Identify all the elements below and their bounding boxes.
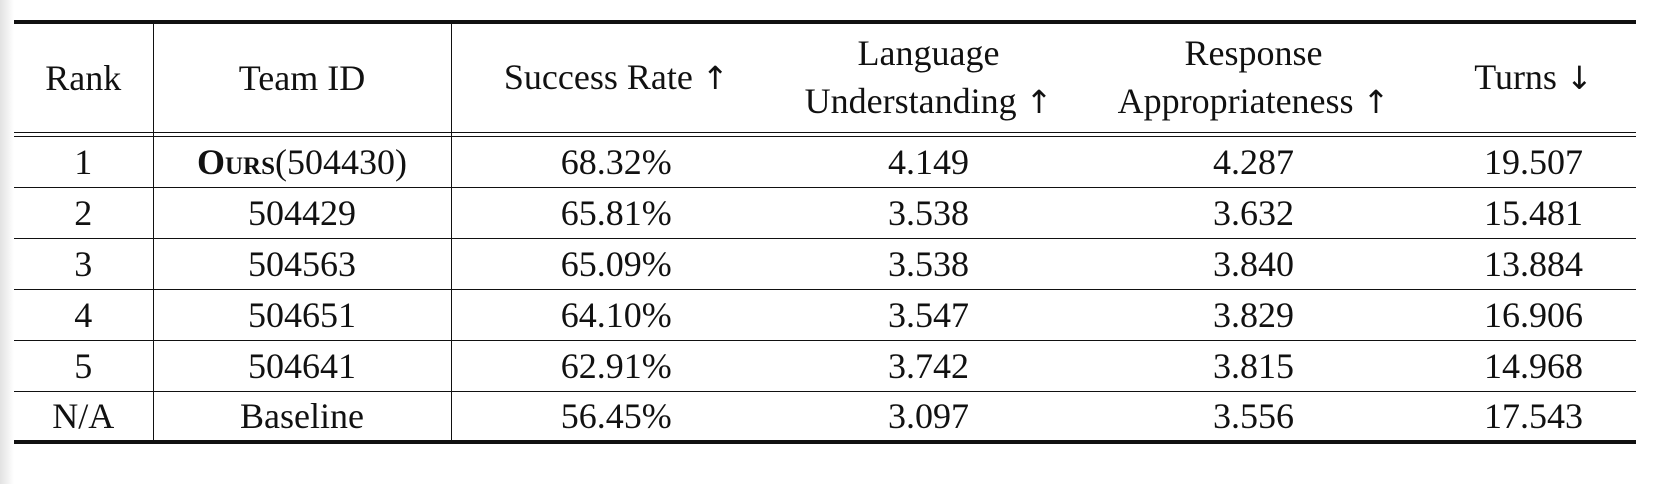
cell-language-understanding: 3.547 (781, 289, 1076, 341)
cell-rank: 4 (14, 289, 153, 341)
cell-success-rate: 65.81% (450, 187, 781, 239)
cell-team-id: 504563 (152, 238, 451, 290)
cell-team-id: Baseline (152, 391, 451, 444)
header-language-understanding-line1: Language (857, 33, 1000, 74)
page-edge-shadow (0, 0, 14, 484)
table-body: 1 Ours(504430) 68.32% 4.149 4.287 19.507… (14, 136, 1636, 444)
rule-cell (781, 132, 1076, 137)
cell-response-appropriateness: 3.556 (1076, 391, 1431, 444)
table-row: 4 504651 64.10% 3.547 3.829 16.906 (14, 289, 1636, 341)
cell-team-id: Ours(504430) (152, 136, 451, 188)
cell-rank: 2 (14, 187, 153, 239)
rule-cell (1431, 132, 1636, 137)
up-arrow-icon: ↑ (701, 59, 729, 98)
header-rank: Rank (14, 20, 153, 133)
header-response-appropriateness-line1: Response (1184, 33, 1323, 74)
cell-language-understanding: 3.742 (781, 340, 1076, 392)
table-row: 5 504641 62.91% 3.742 3.815 14.968 (14, 340, 1636, 392)
cell-team-id: 504641 (152, 340, 451, 392)
cell-language-understanding: 3.538 (781, 238, 1076, 290)
header-response-appropriateness-line2: Appropriateness (1117, 81, 1354, 122)
table-header: Rank Team ID Success Rate ↑ Language Und… (14, 20, 1636, 137)
header-rank-label: Rank (45, 57, 122, 98)
results-table: Rank Team ID Success Rate ↑ Language Und… (14, 20, 1636, 444)
header-response-appropriateness: Response Appropriateness ↑ (1076, 20, 1431, 133)
cell-success-rate: 64.10% (450, 289, 781, 341)
cell-turns: 14.968 (1431, 340, 1636, 392)
cell-language-understanding: 3.097 (781, 391, 1076, 444)
table-row: 3 504563 65.09% 3.538 3.840 13.884 (14, 238, 1636, 290)
cell-language-understanding: 3.538 (781, 187, 1076, 239)
header-row: Rank Team ID Success Rate ↑ Language Und… (14, 20, 1636, 133)
cell-success-rate: 62.91% (450, 340, 781, 392)
cell-turns: 13.884 (1431, 238, 1636, 290)
header-team-id: Team ID (152, 20, 451, 133)
team-name-ours: Ours (197, 141, 276, 182)
cell-team-id: 504651 (152, 289, 451, 341)
cell-rank: 5 (14, 340, 153, 392)
cell-language-understanding: 4.149 (781, 136, 1076, 188)
rule-cell (14, 132, 153, 137)
team-id-number: (504430) (275, 141, 407, 182)
header-success-rate: Success Rate ↑ (450, 20, 781, 133)
up-arrow-icon: ↑ (1362, 83, 1390, 122)
table-row: 2 504429 65.81% 3.538 3.632 15.481 (14, 187, 1636, 239)
header-double-rule (14, 132, 1636, 137)
cell-response-appropriateness: 3.829 (1076, 289, 1431, 341)
header-turns-label: Turns (1474, 57, 1557, 98)
rule-cell (1076, 132, 1431, 137)
table-row: N/A Baseline 56.45% 3.097 3.556 17.543 (14, 391, 1636, 444)
cell-team-id: 504429 (152, 187, 451, 239)
cell-rank: 3 (14, 238, 153, 290)
table-row: 1 Ours(504430) 68.32% 4.149 4.287 19.507 (14, 136, 1636, 188)
cell-response-appropriateness: 3.815 (1076, 340, 1431, 392)
cell-success-rate: 56.45% (450, 391, 781, 444)
header-language-understanding: Language Understanding ↑ (781, 20, 1076, 133)
rule-cell (152, 132, 451, 137)
header-team-id-label: Team ID (238, 57, 366, 98)
header-success-rate-label: Success Rate (503, 57, 693, 98)
cell-turns: 16.906 (1431, 289, 1636, 341)
cell-response-appropriateness: 3.840 (1076, 238, 1431, 290)
header-turns: Turns ↓ (1431, 20, 1636, 133)
cell-rank: N/A (14, 391, 153, 444)
cell-turns: 15.481 (1431, 187, 1636, 239)
header-language-understanding-line2: Understanding (804, 81, 1017, 122)
cell-rank: 1 (14, 136, 153, 188)
down-arrow-icon: ↓ (1565, 59, 1593, 98)
cell-response-appropriateness: 3.632 (1076, 187, 1431, 239)
rule-cell (450, 132, 781, 137)
cell-success-rate: 65.09% (450, 238, 781, 290)
up-arrow-icon: ↑ (1025, 83, 1053, 122)
cell-turns: 17.543 (1431, 391, 1636, 444)
cell-response-appropriateness: 4.287 (1076, 136, 1431, 188)
cell-success-rate: 68.32% (450, 136, 781, 188)
cell-turns: 19.507 (1431, 136, 1636, 188)
